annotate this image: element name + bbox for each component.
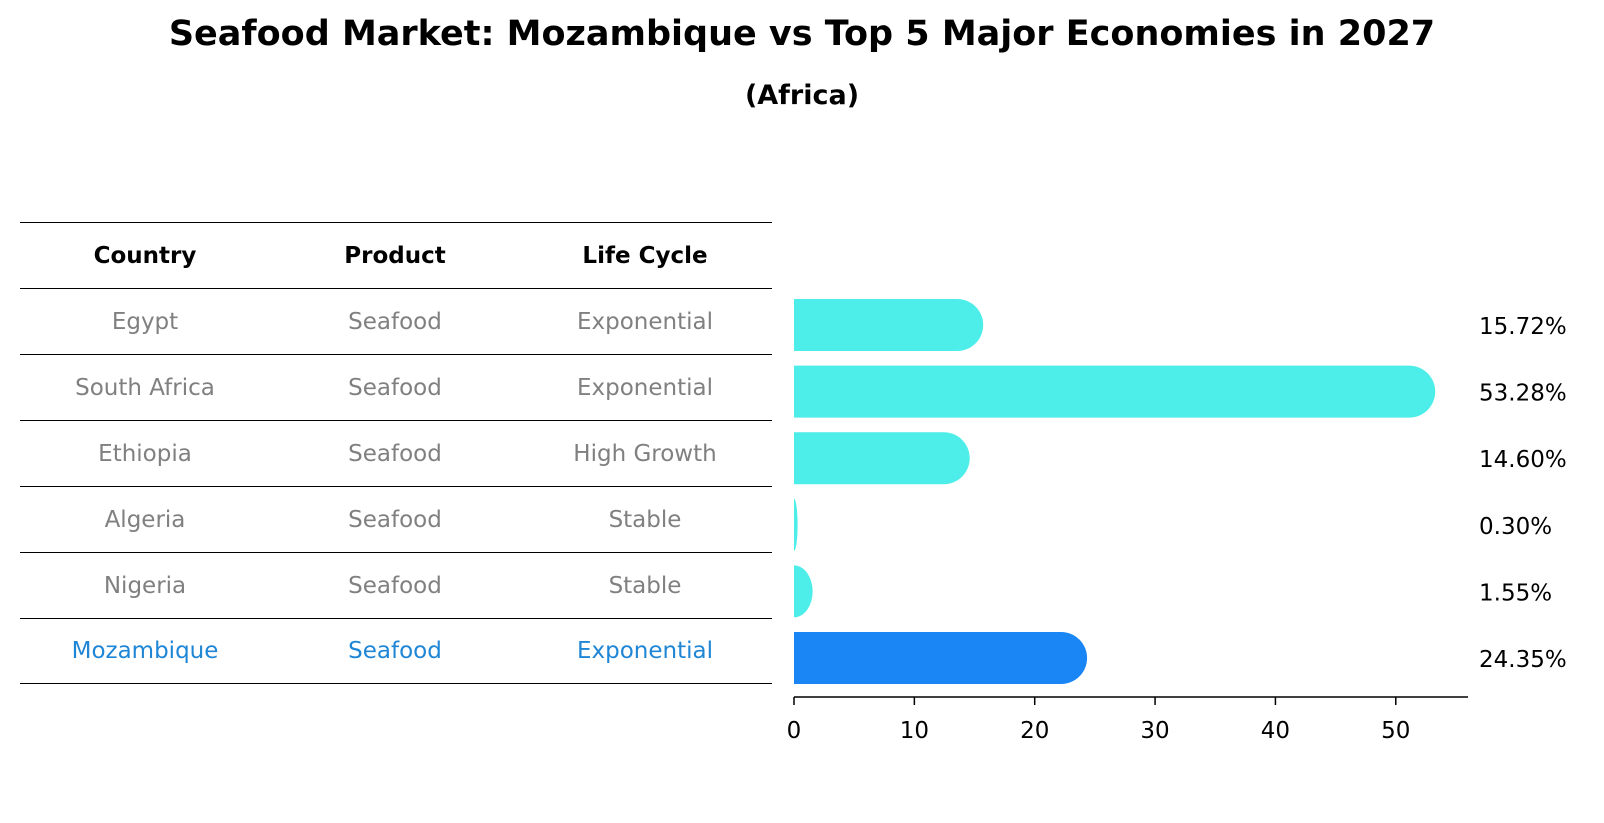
cell-country: Algeria (104, 506, 186, 533)
table-header-row: Country Product Life Cycle (20, 222, 772, 288)
cell-product: Seafood (348, 308, 442, 335)
table-row-highlighted: Mozambique Seafood Exponential (20, 618, 772, 684)
cell-product: Seafood (348, 440, 442, 467)
data-label: 14.60% (1479, 447, 1567, 473)
header-country: Country (93, 242, 197, 269)
cell-life-cycle: Stable (608, 572, 682, 599)
bar-south-africa (794, 365, 1436, 418)
x-tick-label: 20 (1020, 718, 1049, 744)
cell-product: Seafood (348, 638, 442, 664)
bar-egypt (794, 299, 984, 351)
cell-life-cycle: Exponential (576, 374, 713, 401)
table-row: Algeria Seafood Stable (20, 486, 772, 552)
cell-country: South Africa (75, 374, 215, 401)
x-tick-label: 50 (1381, 718, 1410, 744)
country-table: Country Product Life Cycle Egypt Seafood… (20, 222, 772, 684)
cell-country: Mozambique (71, 638, 219, 664)
table-row: South Africa Seafood Exponential (20, 354, 772, 420)
cell-life-cycle: High Growth (573, 440, 717, 467)
cell-life-cycle: Stable (608, 506, 682, 533)
cell-product: Seafood (348, 374, 442, 401)
x-tick-label: 30 (1140, 718, 1169, 744)
data-label: 0.30% (1479, 514, 1552, 540)
cell-country: Nigeria (103, 572, 187, 599)
x-tick-label: 40 (1261, 718, 1290, 744)
cell-life-cycle: Exponential (576, 308, 713, 335)
bar-algeria (794, 498, 798, 551)
x-tick-label: 10 (900, 718, 929, 744)
x-tick-label: 0 (787, 718, 802, 744)
cell-product: Seafood (348, 506, 442, 533)
cell-life-cycle: Exponential (576, 638, 713, 664)
table-row: Ethiopia Seafood High Growth (20, 420, 772, 486)
bar-nigeria (794, 565, 813, 618)
data-label: 15.72% (1479, 314, 1567, 340)
chart-title: Seafood Market: Mozambique vs Top 5 Majo… (168, 14, 1436, 54)
cell-country: Egypt (111, 308, 179, 335)
chart-subtitle: (Africa) (744, 80, 860, 111)
table-row: Nigeria Seafood Stable (20, 552, 772, 618)
bar-ethiopia (794, 432, 970, 485)
cell-product: Seafood (348, 572, 442, 599)
table-row: Egypt Seafood Exponential (20, 288, 772, 354)
data-label: 24.35% (1479, 647, 1567, 673)
cell-country: Ethiopia (98, 440, 192, 467)
header-product: Product (344, 242, 446, 269)
bar-mozambique (794, 632, 1088, 684)
header-life-cycle: Life Cycle (582, 242, 708, 269)
data-label: 1.55% (1479, 580, 1552, 606)
data-label: 53.28% (1479, 381, 1567, 407)
